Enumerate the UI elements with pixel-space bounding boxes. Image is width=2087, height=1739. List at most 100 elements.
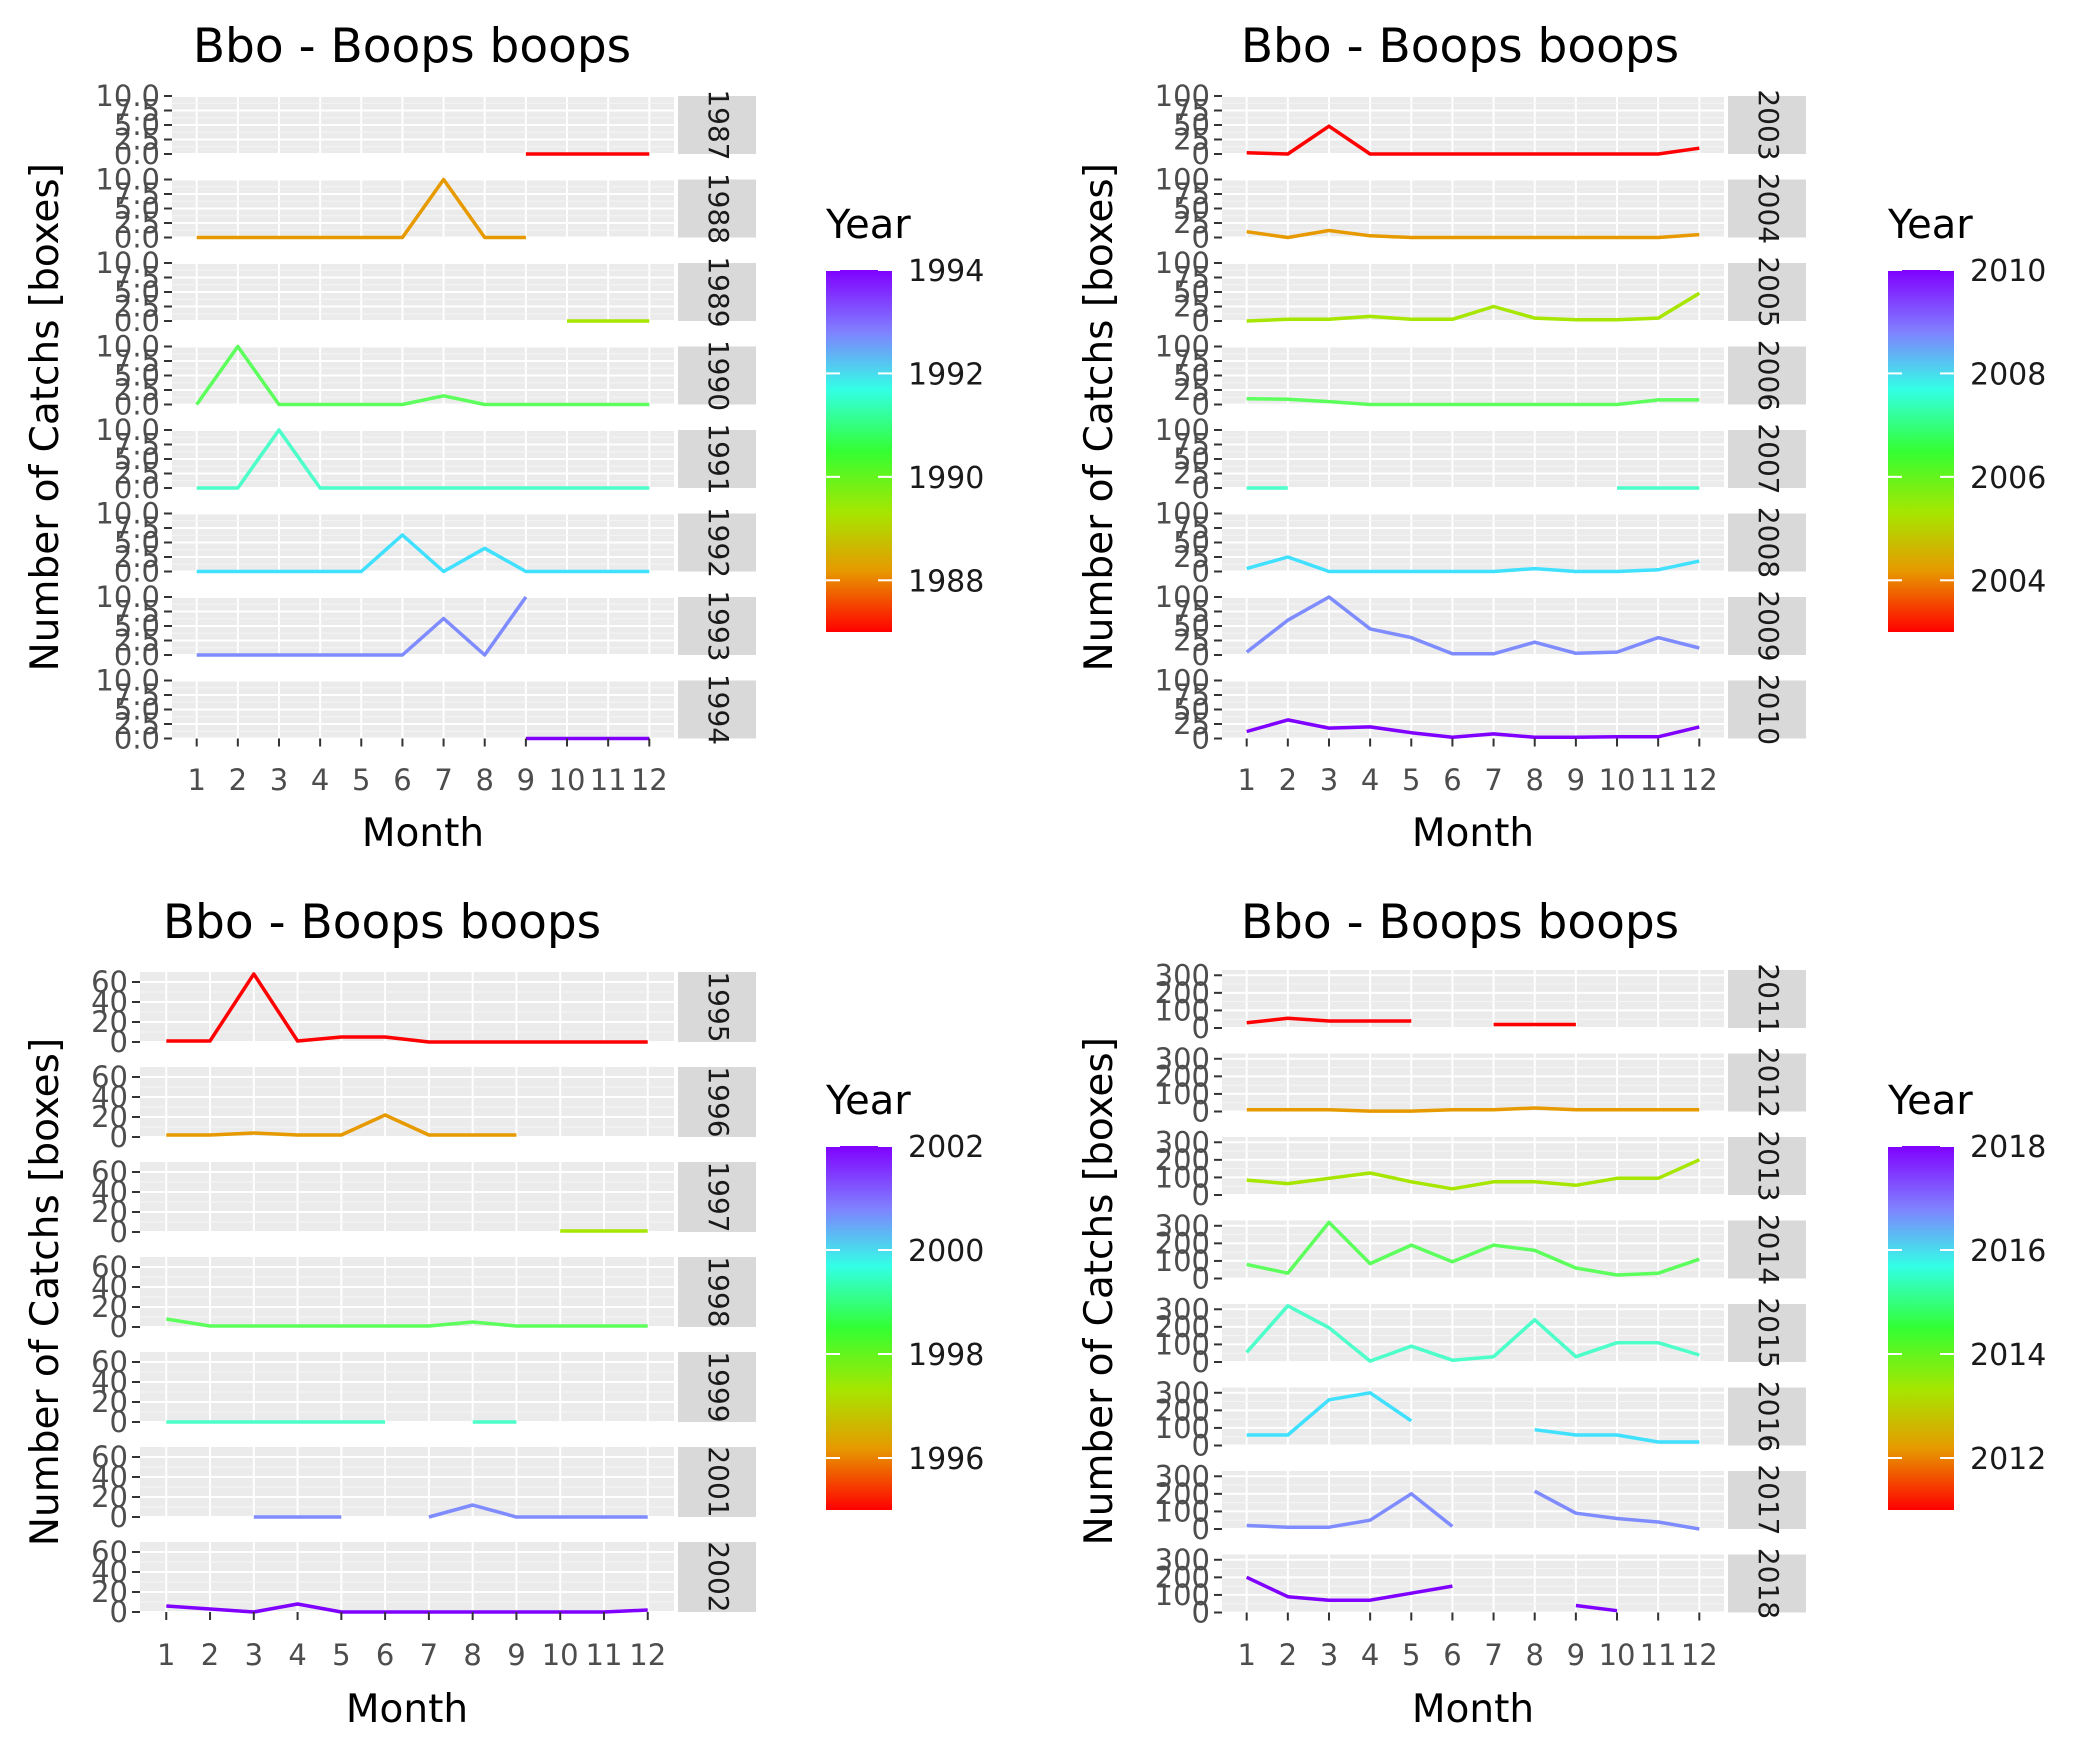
facet-strip [1728,96,1806,154]
facet-background [140,1162,674,1232]
y-tick-label: 5.0 [114,442,160,476]
y-tick-label: 25 [1173,707,1210,741]
y-tick-label: 50 [1173,609,1210,643]
y-tick-label: 75 [1173,428,1210,462]
y-tick-label: 0 [1192,1262,1210,1296]
y-tick-label: 50 [1173,108,1210,142]
x-tick-label: 11 [1640,1638,1677,1672]
series-line-2013 [1246,1158,1701,1191]
facet-strip [678,597,756,655]
facet-strip [1728,263,1806,321]
y-tick-label: 100 [1155,1077,1210,1111]
facet-strip [678,179,756,238]
y-tick-label: 60 [91,1535,128,1569]
y-tick-label: 300 [1155,1209,1210,1243]
facet-strip-label: 2001 [702,1446,735,1517]
y-tick-label: 40 [91,1270,128,1304]
y-tick-label: 50 [1173,192,1210,226]
y-tick-label: 100 [1155,1494,1210,1528]
x-tick-label: 8 [1525,1638,1543,1672]
y-tick-label: 25 [1173,373,1210,407]
series-line-1998 [166,1317,648,1328]
x-tick-label: 2 [1279,763,1297,797]
facet-strip-label: 2010 [1752,674,1785,745]
facet-strip [678,680,756,739]
x-tick-label: 9 [1567,763,1585,797]
chart-title: Bbo - Boops boops [193,19,631,74]
facet-1992: 0.02.55.07.510.0 1992 [95,497,756,589]
y-tick-label: 0 [1192,1095,1210,1129]
facet-strip-label: 2007 [1752,423,1785,494]
y-tick-label: 0.0 [114,137,160,171]
series-line-2011 [1246,1016,1412,1025]
series-line-2018 [1245,1575,1453,1602]
x-tick-label: 7 [420,1638,438,1672]
y-tick-label: 50 [1173,526,1210,560]
y-tick-label: 60 [91,1060,128,1094]
facet-strip [1728,1554,1806,1613]
y-tick-label: 50 [1173,442,1210,476]
y-axis-label: Number of Catchs [boxes] [23,163,68,671]
x-tick-label: 1 [187,763,205,797]
y-tick-label: 0 [1192,1512,1210,1546]
facet-strip-label: 1994 [702,674,735,745]
chart-title: Bbo - Boops boops [163,895,601,950]
x-tick-label: 11 [586,1638,623,1672]
y-tick-label: 0.0 [114,471,160,505]
y-axis-label: Number of Catchs [boxes] [1077,1037,1122,1545]
facet-background [1222,1053,1724,1112]
y-tick-label: 0 [1192,304,1210,338]
x-tick-label: 9 [1567,1638,1585,1672]
y-tick-label: 100 [1155,580,1210,614]
legend-title: Year [1887,202,1973,248]
y-tick-label: 100 [1155,993,1210,1027]
legend: Year 2012 2014 2016 2018 [1887,1078,2046,1510]
y-tick-label: 0 [1192,1596,1210,1630]
legend: Year 2004 2006 2008 2010 [1887,202,2046,632]
y-tick-label: 0 [1192,1429,1210,1463]
y-tick-label: 0 [110,1215,128,1249]
y-tick-label: 20 [91,1480,128,1514]
x-tick-label: 4 [288,1638,306,1672]
series-line-2008 [1246,555,1700,574]
y-tick-label: 300 [1155,1292,1210,1326]
facet-background [140,1257,674,1327]
y-tick-label: 5.0 [114,526,160,560]
series-line-2018 [1575,1603,1618,1613]
x-tick-label: 4 [1361,1638,1379,1672]
y-tick-label: 2.5 [114,373,160,407]
y-tick-label: 7.5 [114,261,160,295]
y-tick-label: 60 [91,1345,128,1379]
x-axis-label: Month [1412,811,1534,856]
y-tick-label: 40 [91,1175,128,1209]
y-tick-label: 2.5 [114,290,160,324]
legend-title: Year [825,1078,911,1124]
y-tick-label: 20 [91,1100,128,1134]
y-tick-label: 0 [1192,638,1210,672]
y-tick-label: 7.5 [114,94,160,128]
series-line-2016 [1246,1391,1413,1437]
y-tick-label: 0 [1192,555,1210,589]
y-tick-label: 0 [110,1595,128,1629]
x-tick-label: 1 [1237,763,1255,797]
x-tick-label: 5 [1402,763,1420,797]
x-tick-label: 12 [1681,1638,1718,1672]
y-tick-label: 40 [91,1460,128,1494]
y-tick-label: 75 [1173,678,1210,712]
y-tick-label: 25 [1173,123,1210,157]
y-tick-label: 60 [91,1440,128,1474]
facet-strip-label: 2014 [1752,1214,1785,1285]
y-tick-label: 0 [110,1405,128,1439]
facet-strip-label: 1997 [702,1161,735,1232]
facet-strip [678,346,756,405]
y-tick-label: 10.0 [95,580,160,614]
y-tick-label: 40 [91,985,128,1019]
y-tick-label: 0 [110,1120,128,1154]
facet-strip [678,1067,756,1137]
legend-tick-label: 1988 [908,564,984,599]
